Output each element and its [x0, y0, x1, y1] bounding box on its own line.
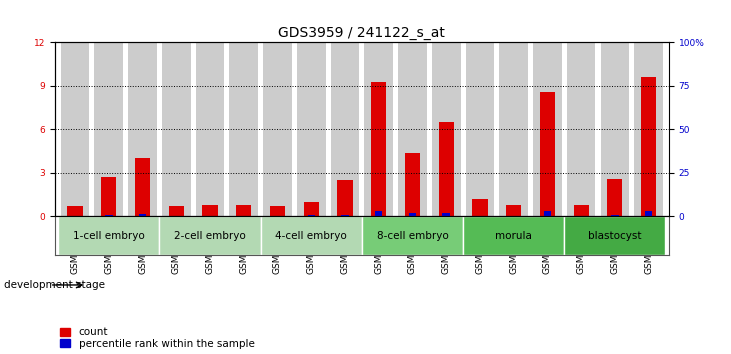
- Bar: [261, 216, 362, 255]
- Bar: [101, 177, 116, 216]
- Bar: [169, 206, 184, 216]
- Bar: [297, 42, 325, 216]
- Bar: [196, 42, 224, 216]
- Bar: [330, 42, 360, 216]
- Bar: [61, 42, 89, 216]
- Bar: [539, 92, 555, 216]
- Bar: [506, 205, 521, 216]
- Bar: [564, 216, 665, 255]
- Bar: [236, 205, 251, 216]
- Bar: [567, 42, 596, 216]
- Bar: [230, 42, 258, 216]
- Text: morula: morula: [495, 230, 532, 241]
- Bar: [544, 211, 551, 216]
- Bar: [371, 81, 386, 216]
- Bar: [375, 211, 382, 216]
- Bar: [398, 42, 427, 216]
- Bar: [533, 42, 561, 216]
- Bar: [635, 42, 663, 216]
- Legend: count, percentile rank within the sample: count, percentile rank within the sample: [60, 327, 254, 349]
- Bar: [139, 214, 146, 216]
- Bar: [67, 206, 83, 216]
- Bar: [499, 42, 528, 216]
- Text: blastocyst: blastocyst: [588, 230, 642, 241]
- Bar: [308, 215, 315, 216]
- Text: 4-cell embryo: 4-cell embryo: [276, 230, 347, 241]
- Bar: [405, 153, 420, 216]
- Title: GDS3959 / 241122_s_at: GDS3959 / 241122_s_at: [279, 26, 445, 40]
- Bar: [58, 216, 159, 255]
- Text: 8-cell embryo: 8-cell embryo: [376, 230, 448, 241]
- Bar: [409, 213, 416, 216]
- Bar: [202, 205, 218, 216]
- Bar: [466, 42, 494, 216]
- Bar: [601, 42, 629, 216]
- Bar: [105, 215, 113, 216]
- Text: 1-cell embryo: 1-cell embryo: [73, 230, 145, 241]
- Bar: [574, 205, 588, 216]
- Bar: [162, 42, 191, 216]
- Bar: [432, 42, 461, 216]
- Bar: [338, 180, 352, 216]
- Text: development stage: development stage: [4, 280, 105, 290]
- Bar: [263, 42, 292, 216]
- Bar: [159, 216, 261, 255]
- Text: 2-cell embryo: 2-cell embryo: [174, 230, 246, 241]
- Bar: [463, 216, 564, 255]
- Bar: [472, 199, 488, 216]
- Bar: [641, 77, 656, 216]
- Bar: [94, 42, 123, 216]
- Bar: [364, 42, 393, 216]
- Bar: [362, 216, 463, 255]
- Bar: [645, 211, 652, 216]
- Bar: [607, 179, 623, 216]
- Bar: [303, 202, 319, 216]
- Bar: [135, 158, 150, 216]
- Bar: [611, 215, 618, 216]
- Bar: [442, 213, 450, 216]
- Bar: [341, 215, 349, 216]
- Bar: [270, 206, 285, 216]
- Bar: [128, 42, 157, 216]
- Bar: [439, 122, 454, 216]
